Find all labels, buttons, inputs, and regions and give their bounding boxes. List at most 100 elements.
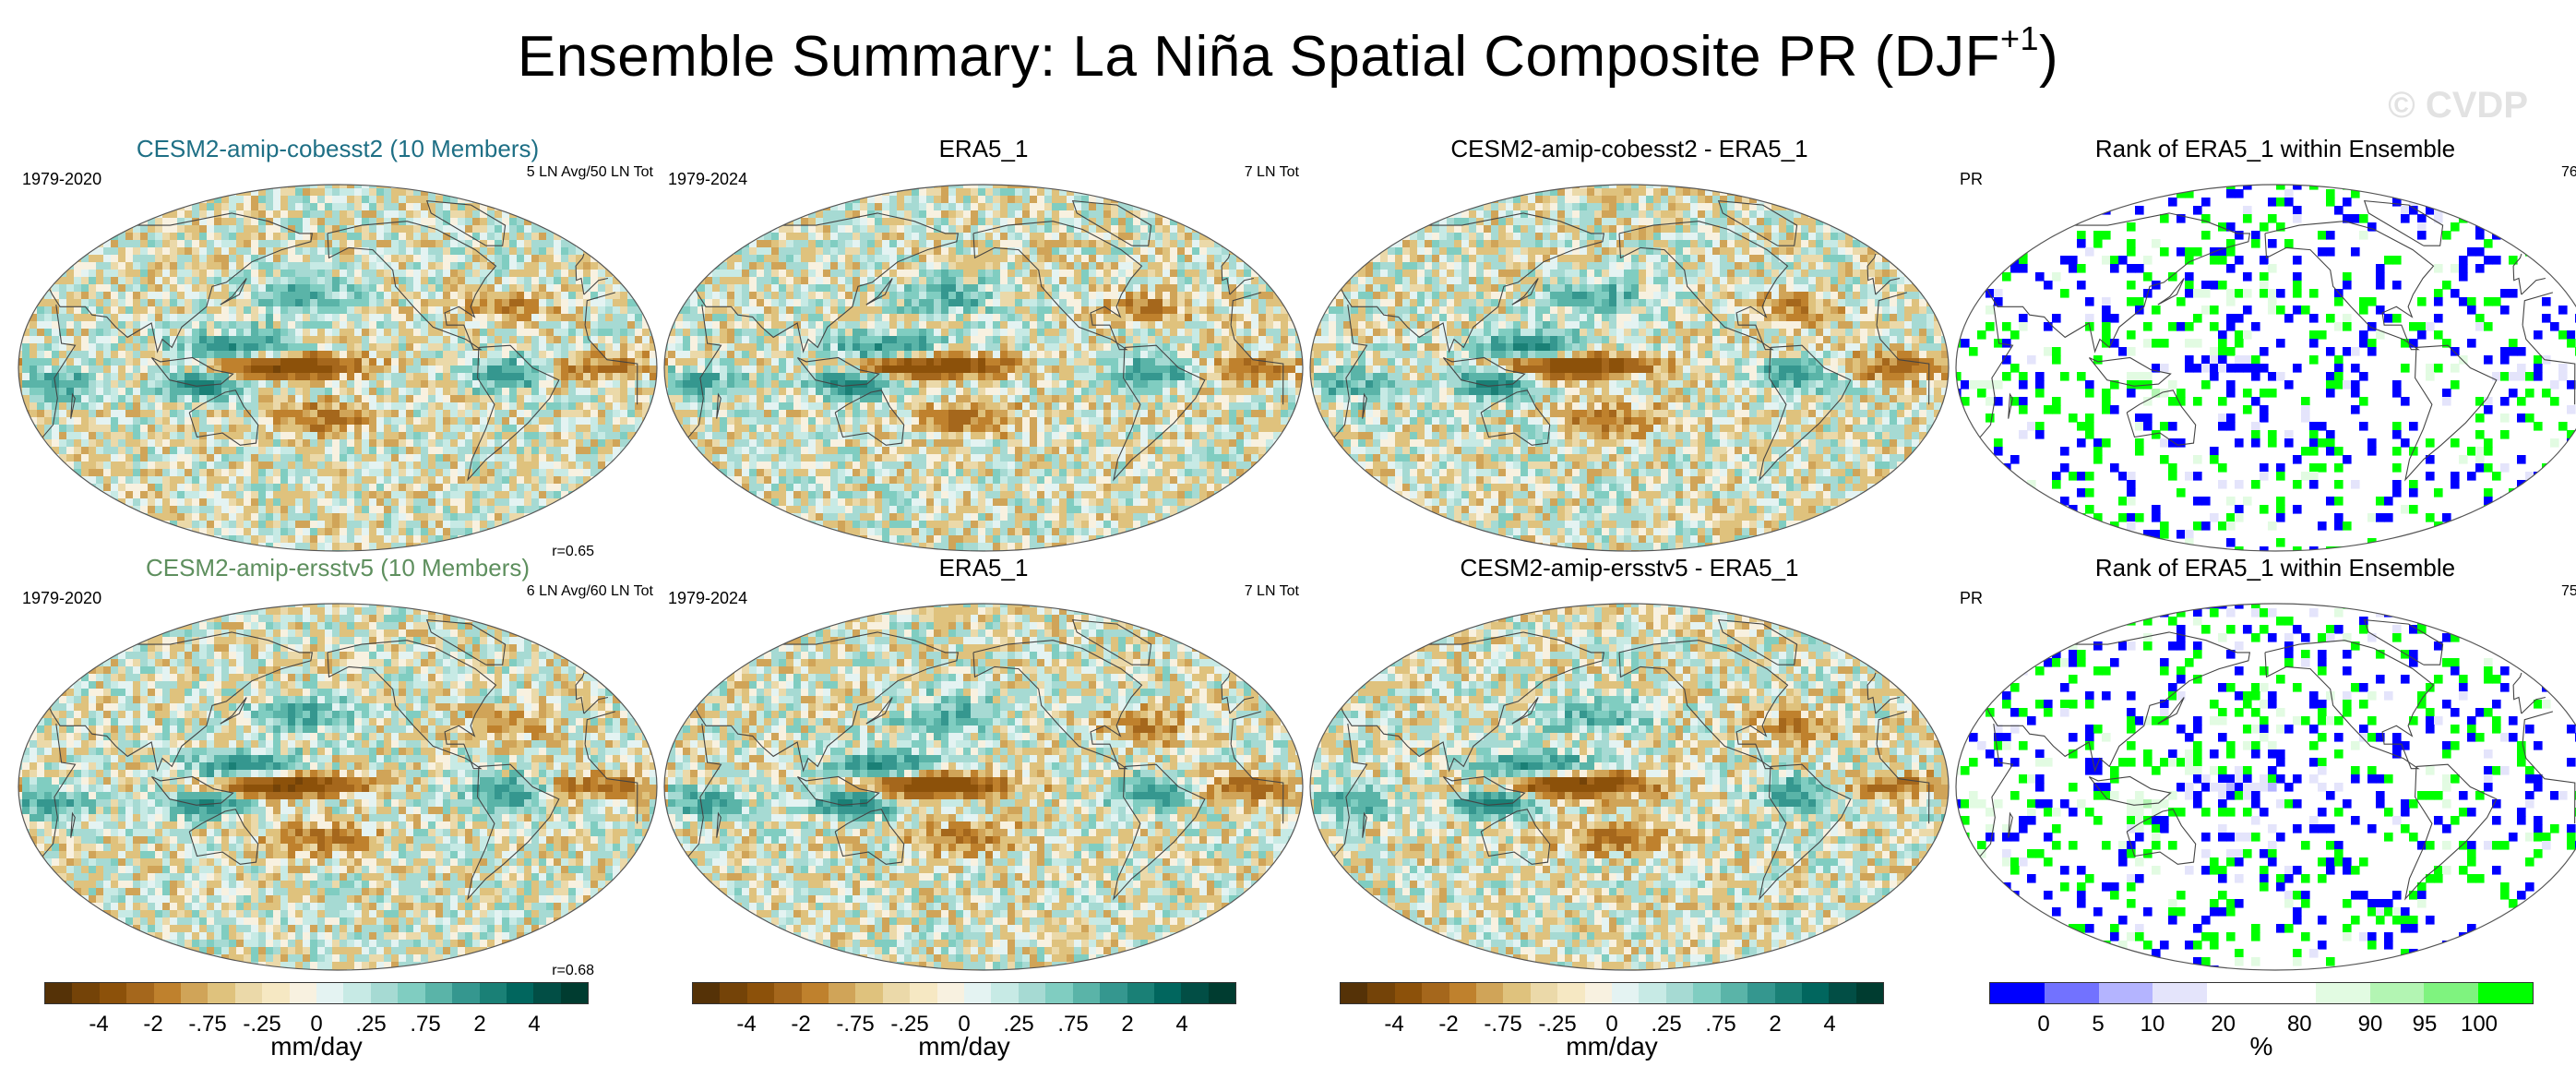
coastline bbox=[2088, 356, 2172, 387]
colorbar-swatch bbox=[1693, 983, 1721, 1003]
coastline bbox=[796, 775, 880, 806]
coastline bbox=[1480, 809, 1551, 865]
coastline bbox=[1618, 640, 1789, 770]
colorbar-swatch bbox=[1018, 983, 1046, 1003]
coastline bbox=[972, 640, 1143, 770]
panel-variable: PR bbox=[1960, 170, 1983, 189]
colorbar-swatch bbox=[398, 983, 425, 1003]
colorbar-swatch bbox=[774, 983, 802, 1003]
colorbar-swatch bbox=[1665, 983, 1694, 1003]
colorbar-unit: % bbox=[1989, 1032, 2534, 1061]
colorbar-swatch bbox=[910, 983, 937, 1003]
coastline bbox=[865, 278, 893, 306]
map-field bbox=[663, 603, 1304, 971]
colorbar-swatch bbox=[1774, 983, 1802, 1003]
coastline bbox=[1759, 344, 1852, 482]
colorbar-tick: -2 bbox=[143, 1012, 162, 1037]
colorbar-swatch bbox=[2315, 983, 2370, 1003]
colorbar-swatch bbox=[693, 983, 721, 1003]
map-border bbox=[1309, 603, 1950, 971]
coastline bbox=[1339, 212, 1901, 354]
coastline bbox=[220, 278, 247, 306]
colorbar-tick: 0 bbox=[1605, 1012, 1617, 1037]
colorbar-tick: -4 bbox=[736, 1012, 756, 1037]
map-field bbox=[663, 184, 1304, 552]
colorbar-tick: -2 bbox=[1438, 1012, 1458, 1037]
panel-count: 5 LN Avg/50 LN Tot bbox=[527, 164, 653, 181]
colorbar-swatch bbox=[1557, 983, 1585, 1003]
colorbar-tick: 0 bbox=[2037, 1012, 2049, 1037]
colorbar-swatch bbox=[2044, 983, 2099, 1003]
panel-title: CESM2-amip-ersstv5 - ERA5_1 bbox=[1306, 554, 1952, 582]
coastline bbox=[1717, 199, 1798, 246]
colorbar-tick: 2 bbox=[473, 1012, 485, 1037]
coastline bbox=[1480, 390, 1551, 446]
colorbar-swatch bbox=[1045, 983, 1073, 1003]
coastline bbox=[1511, 278, 1539, 306]
panel-years: 1979-2024 bbox=[668, 589, 747, 608]
colorbar-tick: 0 bbox=[958, 1012, 970, 1037]
map-field bbox=[18, 603, 658, 971]
coastline bbox=[716, 811, 722, 838]
colorbar-swatch bbox=[2478, 983, 2533, 1003]
colorbar-boxes bbox=[692, 982, 1236, 1004]
coastline bbox=[1985, 212, 2546, 354]
coastline bbox=[972, 221, 1143, 351]
coastline bbox=[834, 390, 905, 446]
coastline bbox=[2088, 775, 2172, 806]
colorbar-3: mm/day -4 -2 -.75 -.25 0 .25 .75 2 4 bbox=[1340, 982, 1884, 1061]
panel-count: 7 LN Tot bbox=[1245, 164, 1299, 181]
coastline bbox=[693, 212, 1255, 354]
coastline bbox=[2008, 392, 2013, 419]
coastline bbox=[467, 344, 560, 482]
coastline bbox=[70, 811, 76, 838]
map-border bbox=[663, 603, 1304, 971]
coastline bbox=[327, 640, 497, 770]
colorbar-swatch bbox=[533, 983, 561, 1003]
panel-count: 6 LN Avg/60 LN Tot bbox=[527, 583, 653, 600]
colorbar-swatch bbox=[1449, 983, 1477, 1003]
map-field bbox=[18, 184, 658, 552]
panel-title: Rank of ERA5_1 within Ensemble bbox=[1952, 135, 2576, 163]
coastline bbox=[425, 618, 507, 665]
colorbar-tick: -.75 bbox=[1484, 1012, 1521, 1037]
colorbar-swatch bbox=[2207, 983, 2261, 1003]
colorbar-swatch bbox=[208, 983, 235, 1003]
coastline bbox=[150, 356, 234, 387]
panel-r1-c2: ERA5_1 1979-2024 7 LN Tot bbox=[661, 135, 1306, 555]
colorbar-tick: 80 bbox=[2287, 1012, 2312, 1037]
colorbar-tick: 2 bbox=[1121, 1012, 1133, 1037]
colorbar-swatch bbox=[746, 983, 775, 1003]
coastline bbox=[1759, 763, 1852, 901]
coastline bbox=[686, 292, 1284, 440]
colorbar-tick: -.25 bbox=[243, 1012, 280, 1037]
colorbar-tick: .25 bbox=[355, 1012, 386, 1037]
coastline bbox=[796, 356, 880, 387]
colorbar-swatch bbox=[1367, 983, 1395, 1003]
colorbar-tick: .75 bbox=[1705, 1012, 1735, 1037]
colorbar-unit: mm/day bbox=[1340, 1032, 1884, 1061]
colorbar-tick: 20 bbox=[2211, 1012, 2236, 1037]
coastline bbox=[2404, 763, 2498, 901]
panel-r2-c2: ERA5_1 1979-2024 7 LN Tot bbox=[661, 554, 1306, 974]
coastline bbox=[150, 775, 234, 806]
coastline bbox=[2363, 199, 2444, 246]
colorbar-tick: 90 bbox=[2358, 1012, 2383, 1037]
panel-title: CESM2-amip-cobesst2 (10 Members) bbox=[15, 135, 661, 163]
colorbar-boxes bbox=[1989, 982, 2534, 1004]
colorbar-swatch bbox=[1747, 983, 1775, 1003]
colorbar-swatch bbox=[991, 983, 1019, 1003]
colorbar-swatch bbox=[262, 983, 290, 1003]
map-border bbox=[1955, 603, 2576, 971]
colorbar-swatch bbox=[45, 983, 73, 1003]
colorbar-tick: 100 bbox=[2461, 1012, 2498, 1037]
coastline bbox=[2126, 809, 2197, 865]
map-fill bbox=[1310, 604, 1949, 970]
panel-title: CESM2-amip-cobesst2 - ERA5_1 bbox=[1306, 135, 1952, 163]
coastline bbox=[2126, 390, 2197, 446]
colorbar-4: % 0 5 10 20 80 90 95 100 bbox=[1989, 982, 2534, 1061]
panel-title: CESM2-amip-ersstv5 (10 Members) bbox=[15, 554, 661, 582]
coastline bbox=[1442, 775, 1526, 806]
coastline bbox=[693, 631, 1255, 773]
coastline bbox=[1442, 356, 1526, 387]
